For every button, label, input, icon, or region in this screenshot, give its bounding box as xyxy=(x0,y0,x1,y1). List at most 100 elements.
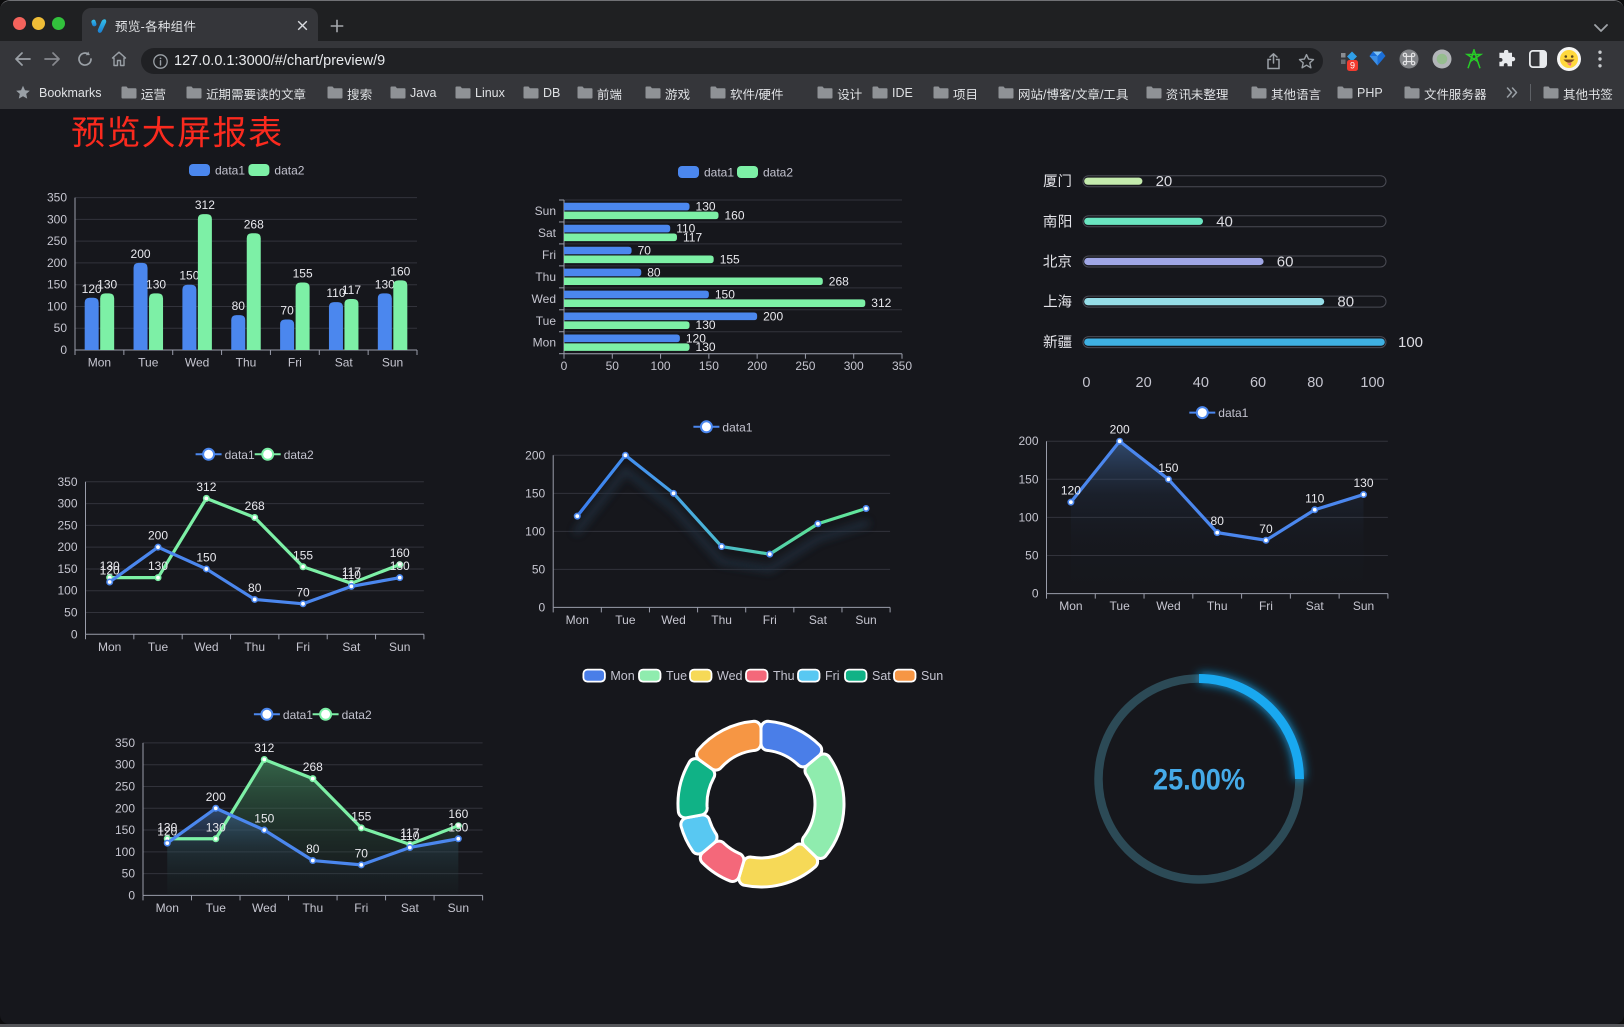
svg-text:130: 130 xyxy=(696,318,716,332)
svg-text:Thu: Thu xyxy=(1207,599,1228,613)
svg-text:data2: data2 xyxy=(342,708,372,722)
svg-text:70: 70 xyxy=(280,304,294,318)
svg-text:Sun: Sun xyxy=(448,901,469,915)
svg-text:Fri: Fri xyxy=(288,356,302,370)
svg-text:120: 120 xyxy=(686,331,706,345)
svg-text:150: 150 xyxy=(254,812,274,826)
svg-text:130: 130 xyxy=(146,277,166,291)
svg-text:50: 50 xyxy=(532,562,546,576)
svg-text:120: 120 xyxy=(82,282,102,296)
svg-text:160: 160 xyxy=(390,546,410,560)
svg-text:100: 100 xyxy=(525,524,545,538)
svg-text:130: 130 xyxy=(157,820,177,834)
svg-text:南阳: 南阳 xyxy=(1043,213,1072,230)
svg-text:130: 130 xyxy=(97,277,117,291)
svg-text:110: 110 xyxy=(676,222,695,236)
svg-text:80: 80 xyxy=(232,299,246,313)
svg-text:160: 160 xyxy=(390,264,410,278)
svg-text:200: 200 xyxy=(206,790,226,804)
svg-text:110: 110 xyxy=(326,286,345,300)
svg-text:117: 117 xyxy=(683,230,702,244)
svg-text:200: 200 xyxy=(1110,423,1130,437)
svg-text:data1: data1 xyxy=(704,166,734,180)
svg-text:200: 200 xyxy=(131,247,151,261)
svg-text:117: 117 xyxy=(400,826,419,840)
svg-text:Fri: Fri xyxy=(1259,599,1273,613)
svg-text:312: 312 xyxy=(254,741,274,755)
svg-text:50: 50 xyxy=(122,867,136,881)
svg-text:Tue: Tue xyxy=(138,356,159,370)
svg-text:Thu: Thu xyxy=(236,356,257,370)
svg-text:150: 150 xyxy=(525,486,545,500)
svg-text:Wed: Wed xyxy=(532,292,556,306)
svg-text:100: 100 xyxy=(115,845,135,859)
svg-text:268: 268 xyxy=(245,499,265,513)
svg-text:80: 80 xyxy=(1211,514,1225,528)
svg-text:40: 40 xyxy=(1193,375,1209,391)
svg-text:100: 100 xyxy=(651,359,671,373)
svg-text:Sat: Sat xyxy=(342,640,361,654)
svg-text:0: 0 xyxy=(561,359,568,373)
svg-text:70: 70 xyxy=(355,846,369,860)
svg-text:Sat: Sat xyxy=(335,356,354,370)
svg-text:60: 60 xyxy=(1250,375,1266,391)
svg-text:80: 80 xyxy=(1307,375,1323,391)
svg-text:data1: data1 xyxy=(225,448,255,462)
svg-text:Fri: Fri xyxy=(354,901,368,915)
svg-text:130: 130 xyxy=(100,559,120,573)
svg-text:268: 268 xyxy=(244,217,264,231)
svg-text:160: 160 xyxy=(725,208,745,222)
svg-text:130: 130 xyxy=(206,820,226,834)
svg-text:100: 100 xyxy=(57,584,77,598)
svg-text:80: 80 xyxy=(647,265,661,279)
svg-text:150: 150 xyxy=(196,550,216,564)
svg-text:110: 110 xyxy=(1305,491,1324,505)
svg-text:Sat: Sat xyxy=(401,901,420,915)
svg-text:300: 300 xyxy=(844,359,864,373)
svg-text:50: 50 xyxy=(64,606,78,620)
svg-text:150: 150 xyxy=(57,562,77,576)
svg-text:Thu: Thu xyxy=(711,613,732,627)
svg-text:70: 70 xyxy=(1259,522,1273,536)
svg-text:Fri: Fri xyxy=(542,248,556,262)
svg-text:130: 130 xyxy=(696,200,716,214)
svg-text:350: 350 xyxy=(57,475,77,489)
svg-text:Mon: Mon xyxy=(156,901,179,915)
svg-text:Tue: Tue xyxy=(666,669,687,683)
svg-text:data2: data2 xyxy=(284,448,314,462)
svg-text:Fri: Fri xyxy=(296,640,310,654)
svg-text:50: 50 xyxy=(606,359,620,373)
svg-text:150: 150 xyxy=(715,287,735,301)
svg-text:data2: data2 xyxy=(763,166,793,180)
svg-text:130: 130 xyxy=(448,820,468,834)
svg-text:Sun: Sun xyxy=(921,669,943,683)
svg-text:Thu: Thu xyxy=(302,901,323,915)
svg-text:100: 100 xyxy=(47,299,67,313)
svg-text:0: 0 xyxy=(539,600,546,614)
svg-text:40: 40 xyxy=(1216,213,1233,230)
svg-text:200: 200 xyxy=(148,529,168,543)
svg-text:预览大屏报表: 预览大屏报表 xyxy=(71,115,283,153)
svg-text:Mon: Mon xyxy=(533,336,556,350)
svg-text:Mon: Mon xyxy=(610,669,634,683)
svg-text:120: 120 xyxy=(100,564,120,578)
svg-text:155: 155 xyxy=(293,267,313,281)
svg-text:新疆: 新疆 xyxy=(1043,334,1072,351)
svg-text:300: 300 xyxy=(57,497,77,511)
svg-text:120: 120 xyxy=(157,825,177,839)
svg-text:200: 200 xyxy=(1018,434,1038,448)
svg-text:data1: data1 xyxy=(283,708,313,722)
svg-text:160: 160 xyxy=(448,807,468,821)
svg-text:150: 150 xyxy=(699,359,719,373)
svg-text:上海: 上海 xyxy=(1043,294,1072,311)
svg-text:117: 117 xyxy=(342,565,361,579)
svg-text:0: 0 xyxy=(60,343,67,357)
svg-text:0: 0 xyxy=(71,627,78,641)
svg-text:Sun: Sun xyxy=(1353,599,1374,613)
svg-text:厦门: 厦门 xyxy=(1043,173,1072,190)
svg-text:130: 130 xyxy=(1353,476,1373,490)
svg-text:Wed: Wed xyxy=(194,640,218,654)
svg-text:80: 80 xyxy=(248,581,262,595)
svg-text:Mon: Mon xyxy=(566,613,589,627)
svg-text:Tue: Tue xyxy=(536,314,557,328)
